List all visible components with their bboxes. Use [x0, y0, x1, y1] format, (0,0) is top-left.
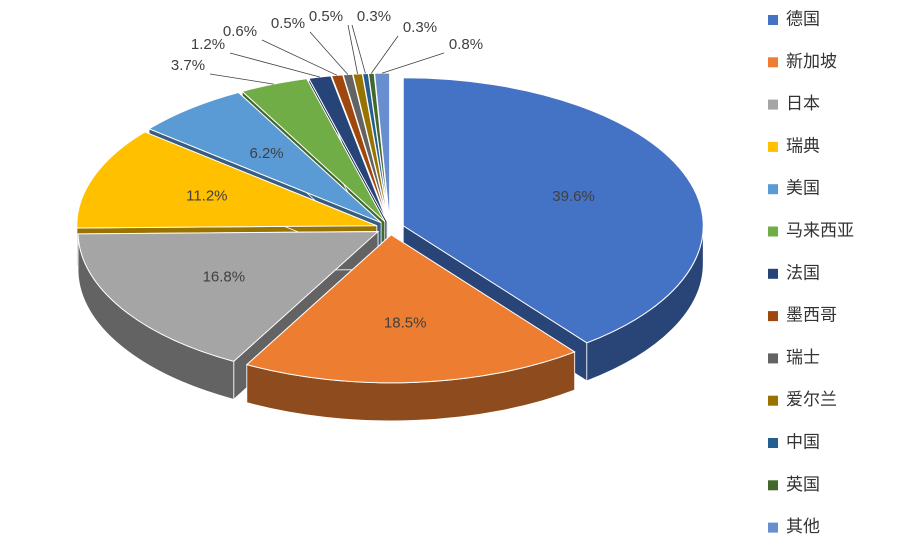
- legend-swatch: [768, 269, 778, 279]
- legend-label: 爱尔兰: [786, 390, 837, 409]
- data-label: 11.2%: [186, 187, 227, 204]
- legend-label: 法国: [786, 263, 820, 282]
- leader-line: [310, 32, 348, 74]
- legend-swatch: [768, 100, 778, 110]
- legend-swatch: [768, 142, 778, 152]
- data-label: 18.5%: [384, 314, 427, 331]
- legend-label: 墨西哥: [786, 306, 837, 325]
- data-label: 0.6%: [223, 23, 257, 40]
- leader-line: [382, 53, 444, 73]
- data-label: 3.7%: [171, 57, 205, 74]
- legend-swatch: [768, 57, 778, 67]
- data-label: 0.3%: [357, 8, 391, 25]
- legend-label: 德国: [786, 9, 820, 28]
- legend-label: 新加坡: [786, 52, 837, 71]
- legend-swatch: [768, 311, 778, 321]
- data-label: 0.8%: [449, 36, 483, 53]
- data-label: 0.5%: [309, 8, 343, 25]
- legend-label: 其他: [786, 517, 820, 536]
- leader-line: [352, 25, 365, 74]
- data-label: 39.6%: [552, 188, 595, 205]
- legend-label: 中国: [786, 432, 820, 451]
- legend-swatch: [768, 184, 778, 194]
- leader-line: [230, 53, 320, 77]
- legend-swatch: [768, 15, 778, 25]
- leader-line: [210, 74, 274, 84]
- legend-swatch: [768, 480, 778, 490]
- legend-label: 瑞典: [786, 136, 820, 155]
- legend-label: 英国: [786, 475, 820, 494]
- data-label: 0.5%: [271, 15, 305, 32]
- leader-line: [262, 40, 337, 75]
- legend-label: 瑞士: [786, 348, 820, 367]
- legend-swatch: [768, 396, 778, 406]
- legend-label: 美国: [786, 179, 820, 198]
- data-label: 1.2%: [191, 36, 225, 53]
- data-label: 16.8%: [203, 268, 246, 285]
- leader-line: [371, 36, 398, 73]
- legend-swatch: [768, 227, 778, 237]
- leader-line: [348, 25, 358, 74]
- data-label: 0.3%: [403, 19, 437, 36]
- legend-label: 马来西亚: [786, 221, 854, 240]
- data-label: 6.2%: [249, 145, 283, 162]
- legend-swatch: [768, 353, 778, 363]
- legend-swatch: [768, 523, 778, 533]
- legend-label: 日本: [786, 94, 820, 113]
- legend-swatch: [768, 438, 778, 448]
